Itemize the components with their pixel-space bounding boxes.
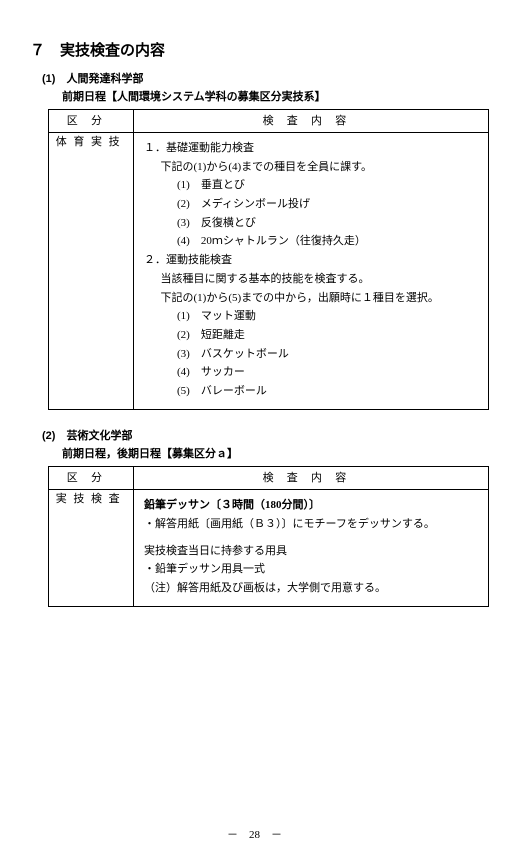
- line: ２．運動技能検査: [144, 251, 478, 270]
- subsection-1-schedule: 前期日程【人間環境システム学科の募集区分実技系】: [62, 89, 479, 106]
- line: ・解答用紙〔画用紙（Ｂ３）〕にモチーフをデッサンする。: [144, 515, 478, 534]
- row-label-pe: 体育実技: [49, 133, 134, 410]
- line: (4) 20ｍシャトルラン（往復持久走）: [177, 232, 478, 251]
- section-text: 実技検査の内容: [60, 42, 165, 59]
- subsection-2-label: (2) 芸術文化学部: [42, 428, 479, 445]
- page-number: － 28 －: [30, 827, 479, 844]
- col-header-content: 検査内容: [134, 109, 489, 133]
- section-title: ７ 実技検査の内容: [30, 40, 479, 63]
- subsection-2-schedule: 前期日程，後期日程【募集区分ａ】: [62, 446, 479, 463]
- line: 下記の(1)から(5)までの中から，出願時に１種目を選択。: [161, 289, 479, 308]
- col-header-content: 検査内容: [134, 466, 489, 490]
- cell-art-content: 鉛筆デッサン〔３時間（180分間）〕 ・解答用紙〔画用紙（Ｂ３）〕にモチーフをデ…: [134, 490, 489, 606]
- line: 実技検査当日に持参する用具: [144, 542, 478, 561]
- line: 下記の(1)から(4)までの種目を全員に課す。: [161, 158, 479, 177]
- table-row: 区分 検査内容: [49, 466, 489, 490]
- line: ・鉛筆デッサン用具一式: [144, 560, 478, 579]
- col-header-kubun: 区分: [49, 109, 134, 133]
- line: (4) サッカー: [177, 363, 478, 382]
- table-phys-ed: 区分 検査内容 体育実技 １．基礎運動能力検査 下記の(1)から(4)までの種目…: [48, 109, 489, 410]
- table-row: 実技検査 鉛筆デッサン〔３時間（180分間）〕 ・解答用紙〔画用紙（Ｂ３）〕にモ…: [49, 490, 489, 606]
- line: （注）解答用紙及び画板は，大学側で用意する。: [144, 579, 478, 598]
- table-row: 区分 検査内容: [49, 109, 489, 133]
- line: (3) 反復横とび: [177, 214, 478, 233]
- line: (5) バレーボール: [177, 382, 478, 401]
- line: (2) 短距離走: [177, 326, 478, 345]
- line: (3) バスケットボール: [177, 345, 478, 364]
- line: １．基礎運動能力検査: [144, 139, 478, 158]
- cell-pe-content: １．基礎運動能力検査 下記の(1)から(4)までの種目を全員に課す。 (1) 垂…: [134, 133, 489, 410]
- line: (2) メディシンボール投げ: [177, 195, 478, 214]
- line: (1) マット運動: [177, 307, 478, 326]
- line: 鉛筆デッサン〔３時間（180分間）〕: [144, 496, 478, 515]
- section-number: ７: [30, 42, 45, 59]
- table-art: 区分 検査内容 実技検査 鉛筆デッサン〔３時間（180分間）〕 ・解答用紙〔画用…: [48, 466, 489, 607]
- line: (1) 垂直とび: [177, 176, 478, 195]
- row-label-art: 実技検査: [49, 490, 134, 606]
- table-row: 体育実技 １．基礎運動能力検査 下記の(1)から(4)までの種目を全員に課す。 …: [49, 133, 489, 410]
- col-header-kubun: 区分: [49, 466, 134, 490]
- subsection-1-label: (1) 人間発達科学部: [42, 71, 479, 88]
- line: 当該種目に関する基本的技能を検査する。: [161, 270, 479, 289]
